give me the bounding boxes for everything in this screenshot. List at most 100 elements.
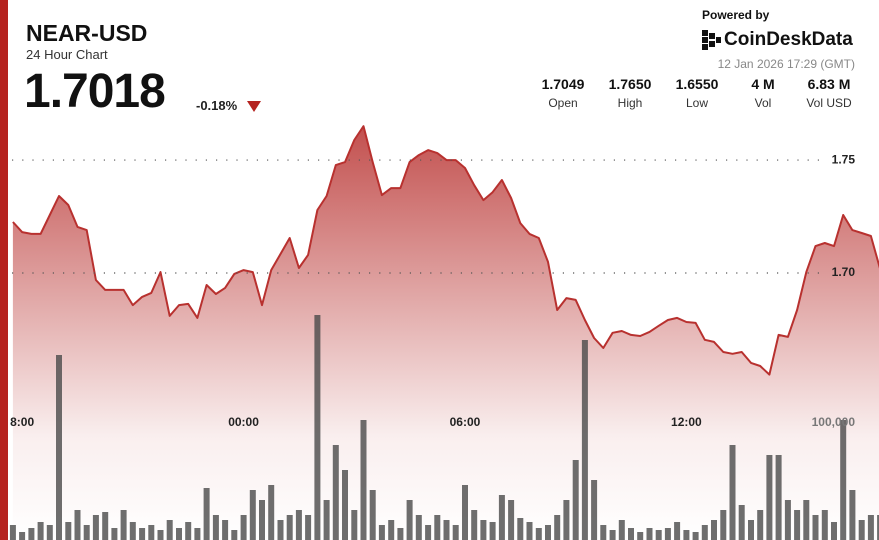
volume-bar bbox=[462, 485, 468, 540]
stat-value: 1.7049 bbox=[541, 76, 585, 92]
stat-label: High bbox=[617, 96, 643, 110]
x-tick-label: 06:00 bbox=[450, 415, 481, 429]
volume-bar bbox=[489, 522, 496, 540]
volume-bar bbox=[369, 490, 376, 540]
volume-bar bbox=[655, 530, 662, 540]
volume-bar bbox=[74, 510, 81, 540]
volume-bar bbox=[867, 515, 874, 540]
volume-bar bbox=[738, 505, 745, 540]
area-fill bbox=[12, 126, 879, 540]
volume-bar bbox=[831, 522, 837, 540]
volume-bar bbox=[129, 522, 136, 540]
volume-bar bbox=[498, 495, 505, 540]
volume-bar bbox=[323, 500, 330, 540]
volume-bar bbox=[425, 525, 432, 540]
volume-bar bbox=[471, 510, 478, 540]
stat: 1.7650 High bbox=[595, 76, 665, 110]
volume-bar bbox=[443, 520, 450, 540]
volume-bar bbox=[268, 485, 275, 540]
volume-bar bbox=[406, 500, 413, 540]
stat-value: 6.83 M bbox=[807, 76, 851, 92]
volume-bar bbox=[720, 510, 727, 540]
volume-bar bbox=[388, 520, 395, 540]
volume-bar bbox=[378, 525, 385, 540]
volume-bar bbox=[628, 528, 634, 540]
volume-bar bbox=[120, 510, 127, 540]
volume-bar bbox=[480, 520, 487, 540]
volume-bar bbox=[849, 490, 856, 540]
stat: 1.7049 Open bbox=[528, 76, 598, 110]
volume-bar bbox=[111, 528, 118, 540]
volume-bar bbox=[434, 515, 441, 540]
current-price: 1.7018 bbox=[24, 65, 166, 118]
title: NEAR-USD bbox=[26, 20, 148, 46]
volume-bar bbox=[83, 525, 90, 540]
volume-bar bbox=[286, 515, 293, 540]
volume-bar bbox=[581, 340, 588, 540]
volume-bar bbox=[877, 515, 879, 540]
volume-bar bbox=[572, 460, 579, 540]
x-tick-label: 12:00 bbox=[671, 415, 702, 429]
volume-bar bbox=[185, 522, 192, 540]
stat-label: Vol bbox=[754, 96, 772, 110]
volume-bar bbox=[683, 530, 690, 540]
volume-bar bbox=[351, 510, 358, 540]
volume-bar bbox=[729, 445, 736, 540]
volume-bar bbox=[19, 532, 26, 540]
price-line bbox=[12, 125, 879, 376]
price-change: -0.18% bbox=[196, 98, 238, 113]
volume-bar bbox=[600, 525, 607, 540]
y-tick-label: 1.70 bbox=[832, 265, 856, 279]
volume-bar bbox=[554, 515, 561, 540]
label-layer: 1.70 1.75 8:00 00:00 06:00 12:00 100,000 bbox=[10, 152, 855, 429]
volume-bar bbox=[609, 530, 616, 540]
price-layer bbox=[12, 125, 879, 540]
volume-bar bbox=[545, 525, 551, 540]
volume-bar bbox=[314, 315, 321, 540]
volume-bar bbox=[784, 500, 791, 540]
volume-bar bbox=[46, 525, 53, 540]
stat-value: 1.6550 bbox=[675, 76, 719, 92]
brand-name: CoinDeskData bbox=[724, 29, 853, 50]
volume-bar bbox=[701, 525, 708, 540]
volume-bar bbox=[222, 520, 229, 540]
accent-bar bbox=[0, 0, 8, 540]
volume-bar bbox=[618, 520, 625, 540]
volume-layer bbox=[9, 315, 879, 540]
stat: 6.83 M Vol USD bbox=[794, 76, 864, 110]
volume-bar bbox=[821, 510, 828, 540]
subtitle: 24 Hour Chart bbox=[26, 47, 108, 62]
volume-bar bbox=[212, 515, 219, 540]
volume-bar bbox=[249, 490, 256, 540]
volume-bar bbox=[397, 528, 404, 540]
stat-label: Low bbox=[685, 96, 708, 110]
volume-bar bbox=[332, 445, 339, 540]
volume-bar bbox=[840, 420, 847, 540]
brand-logo bbox=[702, 30, 721, 50]
x-tick-label: 8:00 bbox=[10, 415, 34, 429]
volume-bar bbox=[342, 470, 348, 540]
down-arrow bbox=[247, 101, 261, 112]
stat: 1.6550 Low bbox=[662, 76, 732, 110]
volume-bar bbox=[102, 512, 109, 540]
volume-bar bbox=[508, 500, 515, 540]
volume-bar bbox=[812, 515, 819, 540]
volume-bar bbox=[757, 510, 764, 540]
volume-bar bbox=[794, 510, 801, 540]
volume-bar bbox=[637, 532, 644, 540]
volume-bar bbox=[517, 518, 524, 540]
volume-bar bbox=[28, 528, 35, 540]
volume-bar bbox=[295, 510, 302, 540]
volume-bar bbox=[56, 355, 62, 540]
volume-bar bbox=[157, 530, 164, 540]
volume-bar bbox=[526, 522, 533, 540]
volume-bar bbox=[360, 420, 367, 540]
volume-bar bbox=[775, 455, 782, 540]
volume-bar bbox=[535, 528, 542, 540]
volume-bar bbox=[9, 525, 16, 540]
volume-bar bbox=[148, 525, 155, 540]
volume-bar bbox=[646, 528, 653, 540]
stat-label: Vol USD bbox=[806, 96, 852, 110]
